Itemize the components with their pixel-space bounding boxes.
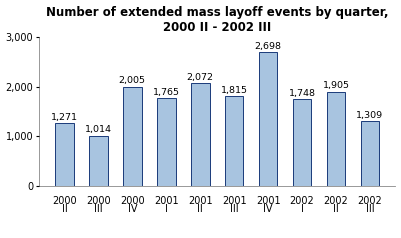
Text: 2001: 2001 <box>188 196 213 206</box>
Text: 1,765: 1,765 <box>153 88 180 97</box>
Text: IV: IV <box>128 204 137 214</box>
Text: 2001: 2001 <box>154 196 178 206</box>
Text: I: I <box>301 204 304 214</box>
Text: 2001: 2001 <box>256 196 280 206</box>
Text: II: II <box>197 204 203 214</box>
Text: 2002: 2002 <box>358 196 382 206</box>
Text: 2,698: 2,698 <box>255 42 282 51</box>
Bar <box>157 99 176 186</box>
Bar <box>89 136 108 186</box>
Text: III: III <box>94 204 103 214</box>
Text: II: II <box>333 204 339 214</box>
Text: 2001: 2001 <box>222 196 247 206</box>
Text: IV: IV <box>263 204 273 214</box>
Text: 2002: 2002 <box>324 196 348 206</box>
Text: 1,014: 1,014 <box>85 125 112 134</box>
Text: 1,271: 1,271 <box>51 113 78 122</box>
Text: 1,815: 1,815 <box>221 86 248 95</box>
Text: II: II <box>61 204 67 214</box>
Bar <box>123 87 142 186</box>
Text: 2002: 2002 <box>290 196 314 206</box>
Text: 2000: 2000 <box>52 196 77 206</box>
Text: I: I <box>165 204 168 214</box>
Bar <box>55 123 74 186</box>
Text: 1,905: 1,905 <box>322 81 349 90</box>
Bar <box>259 52 277 186</box>
Text: 2,072: 2,072 <box>187 73 214 82</box>
Text: 1,748: 1,748 <box>288 89 316 98</box>
Text: 2000: 2000 <box>86 196 111 206</box>
Bar <box>191 83 209 186</box>
Text: 2000: 2000 <box>120 196 145 206</box>
Bar <box>327 92 345 186</box>
Text: III: III <box>230 204 239 214</box>
Bar <box>225 96 243 186</box>
Text: III: III <box>366 204 374 214</box>
Title: Number of extended mass layoff events by quarter,
2000 II - 2002 III: Number of extended mass layoff events by… <box>46 5 389 34</box>
Bar <box>293 99 311 186</box>
Text: 2,005: 2,005 <box>119 76 146 85</box>
Bar <box>360 121 379 186</box>
Text: 1,309: 1,309 <box>356 111 383 120</box>
